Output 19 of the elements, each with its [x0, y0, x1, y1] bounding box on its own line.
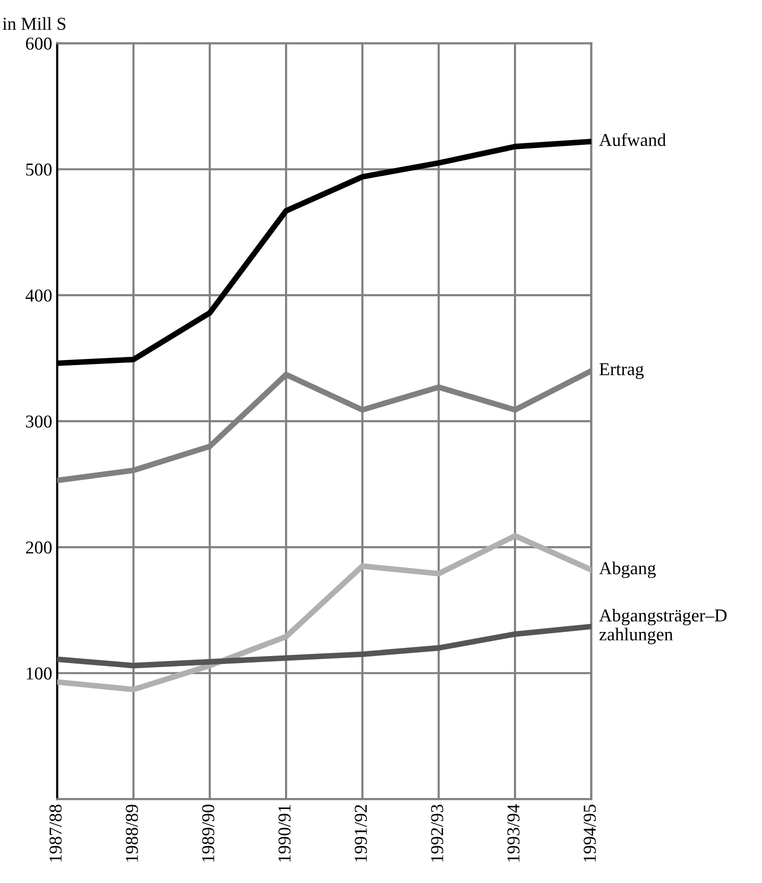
x-tick-label: 1994/95	[584, 804, 596, 862]
x-tick-label: 1989/90	[202, 804, 214, 862]
x-tick-label: 1990/91	[278, 805, 291, 862]
y-tick-label: 600	[26, 38, 52, 50]
x-tick-label: 1987/88	[49, 804, 62, 862]
series-label: Aufwand	[599, 133, 666, 146]
y-tick-label: 100	[26, 667, 52, 680]
x-tick-label: 1991/92	[354, 804, 367, 862]
y-tick-label: 400	[26, 289, 52, 302]
y-tick-label: 200	[26, 541, 52, 554]
series-label: Ertrag	[599, 363, 644, 379]
x-tick-label: 1993/94	[507, 804, 520, 862]
x-tick-label: 1992/93	[431, 804, 444, 862]
series-label: Abgangsträger–D zahlungen	[599, 608, 727, 644]
y-tick-label: 300	[26, 415, 52, 428]
series-label: Abgang	[599, 562, 656, 578]
y-tick-label: 500	[26, 164, 52, 176]
y-axis-title: in Mill S	[2, 17, 66, 30]
x-tick-label: 1988/89	[126, 804, 138, 862]
